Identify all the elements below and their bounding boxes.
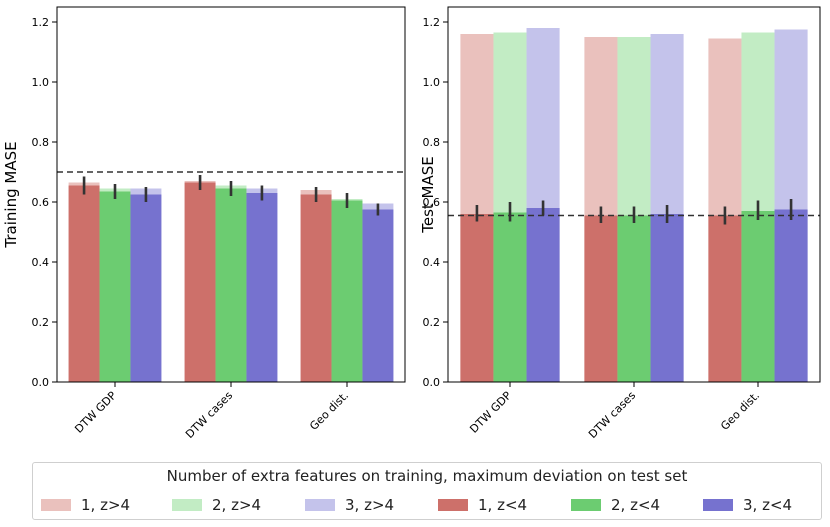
bar xyxy=(741,211,775,382)
y-tick-label: 1.2 xyxy=(32,16,50,29)
bar xyxy=(493,212,527,382)
y-tick-label: 0.2 xyxy=(32,316,50,329)
y-tick-label: 0.0 xyxy=(423,376,441,389)
x-tick-label: DTW cases xyxy=(586,389,638,441)
bar xyxy=(246,193,278,382)
legend-item: 1, z<4 xyxy=(438,495,527,515)
bar xyxy=(184,182,216,382)
bar xyxy=(460,214,494,382)
bar xyxy=(708,215,742,382)
bar xyxy=(130,194,162,382)
y-tick-label: 0.6 xyxy=(423,196,441,209)
legend-item: 3, z>4 xyxy=(305,495,394,515)
bar xyxy=(650,214,684,382)
bar xyxy=(526,208,560,382)
y-tick-label: 0.8 xyxy=(423,136,441,149)
y-tick-label: 1.0 xyxy=(423,76,441,89)
legend-label: 1, z<4 xyxy=(478,496,528,514)
legend-item: 1, z>4 xyxy=(41,495,130,515)
y-tick-label: 0.8 xyxy=(32,136,50,149)
legend-swatch xyxy=(438,499,468,511)
legend-item: 2, z<4 xyxy=(571,495,660,515)
axes-frame xyxy=(56,6,406,383)
legend-title: Number of extra features on training, ma… xyxy=(166,467,688,485)
bar xyxy=(617,215,651,382)
bar xyxy=(99,191,131,382)
x-tick-label: Geo dist. xyxy=(307,389,351,433)
bar xyxy=(68,185,100,382)
bar xyxy=(331,200,363,382)
bar xyxy=(300,194,332,382)
legend-swatch xyxy=(172,499,202,511)
y-tick-label: 1.2 xyxy=(423,16,441,29)
legend-item: 2, z>4 xyxy=(172,495,261,515)
legend-label: 3, z>4 xyxy=(345,496,395,514)
legend-label: 2, z>4 xyxy=(212,496,262,514)
x-tick-label: DTW GDP xyxy=(72,389,119,436)
legend-swatch xyxy=(571,499,601,511)
y-axis-label: Training MASE xyxy=(2,141,20,248)
x-tick-label: DTW cases xyxy=(183,389,235,441)
legend-label: 2, z<4 xyxy=(611,496,661,514)
y-tick-label: 1.0 xyxy=(32,76,50,89)
legend-label: 1, z>4 xyxy=(81,496,131,514)
y-tick-label: 0.2 xyxy=(423,316,441,329)
bar xyxy=(774,209,808,382)
y-axis-label: Test MASE xyxy=(419,156,437,234)
test-mase-panel: 0.0 0.2 0.4 0.6 0.8 1.0 1.2 Test MASE DTW GDP DTW… xyxy=(419,6,821,441)
x-tick-label: Geo dist. xyxy=(718,389,762,433)
axes-frame xyxy=(447,6,821,383)
training-mase-panel: 0.0 0.2 0.4 0.6 0.8 1.0 1.2 Training MASE DTW GD… xyxy=(2,6,406,441)
legend-swatch xyxy=(41,499,71,511)
legend-item: 3, z<4 xyxy=(703,495,792,515)
y-tick-label: 0.6 xyxy=(32,196,50,209)
legend-swatch xyxy=(305,499,335,511)
y-tick-label: 0.4 xyxy=(423,256,441,269)
legend-swatch xyxy=(703,499,733,511)
x-tick-label: DTW GDP xyxy=(467,389,514,436)
y-tick-label: 0.4 xyxy=(32,256,50,269)
bar xyxy=(362,209,394,382)
bar xyxy=(584,215,618,382)
bar xyxy=(215,188,247,382)
y-tick-label: 0.0 xyxy=(32,376,50,389)
legend-label: 3, z<4 xyxy=(743,496,793,514)
legend: Number of extra features on training, ma… xyxy=(32,462,822,520)
